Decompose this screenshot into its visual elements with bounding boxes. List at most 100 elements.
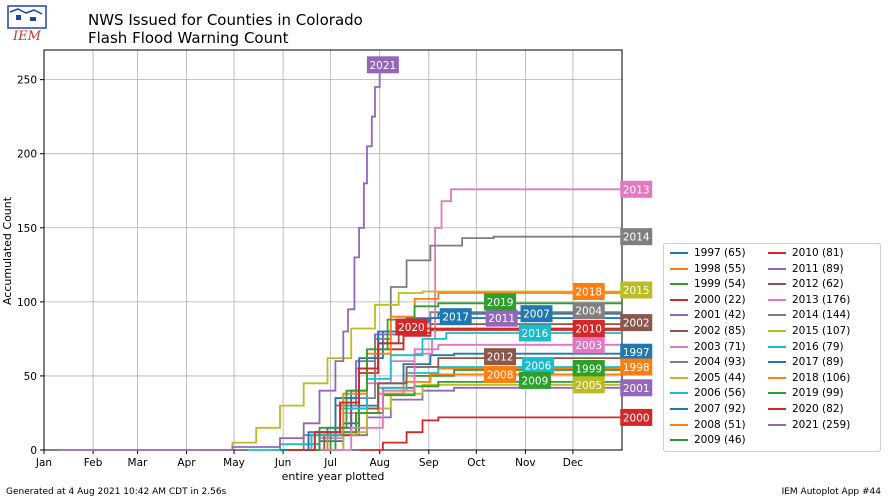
series-end-labels: 1997 1998 1999 2000 2001 2002 2003 2004 2005 2006… xyxy=(366,56,653,426)
legend-label: 2005 (44) xyxy=(694,371,746,384)
series-lines xyxy=(58,66,622,451)
legend-item: 2001 (42) xyxy=(670,309,746,321)
chart-title-line1: NWS Issued for Counties in Colorado xyxy=(88,11,363,29)
legend-swatch xyxy=(670,392,688,395)
chart-title-line2: Flash Flood Warning Count xyxy=(88,29,289,47)
series-line-2016 xyxy=(280,332,622,451)
legend-swatch xyxy=(768,330,786,332)
series-label-box xyxy=(522,357,555,375)
legend-swatch xyxy=(768,345,786,348)
legend-item: 2021 (259) xyxy=(768,419,850,431)
series-label-2010: 2010 xyxy=(572,320,605,338)
series-label-2018: 2018 xyxy=(572,282,605,300)
legend-label: 2015 (107) xyxy=(792,325,851,337)
legend-item: 2005 (44) xyxy=(670,372,746,384)
series-label-text: 2012 xyxy=(487,352,514,364)
series-label-box xyxy=(518,371,551,389)
series-label-box xyxy=(572,376,605,394)
series-label-box xyxy=(620,180,653,198)
series-label-text: 1999 xyxy=(575,364,602,376)
legend-item: 2011 (89) xyxy=(768,263,844,275)
legend-swatch xyxy=(670,298,688,301)
legend-label: 1999 (54) xyxy=(694,278,746,291)
series-label-box xyxy=(572,282,605,300)
legend-item: 2016 (79) xyxy=(768,341,844,353)
legend-swatch xyxy=(670,439,688,442)
series-label-text: 2016 xyxy=(522,328,549,340)
legend-item: 2014 (144) xyxy=(768,309,850,321)
series-label-2014: 2014 xyxy=(620,228,653,246)
legend-swatch xyxy=(670,408,688,410)
legend-item: 2018 (106) xyxy=(768,372,850,384)
legend-label: 2020 (82) xyxy=(792,403,844,415)
series-label-text: 2006 xyxy=(525,361,552,373)
legend-label: 2016 (79) xyxy=(792,340,844,353)
legend-swatch xyxy=(670,314,688,317)
generated-timestamp: Generated at 4 Aug 2021 10:42 AM CDT in … xyxy=(6,487,227,497)
legend-item: 2007 (92) xyxy=(670,403,746,415)
legend-swatch xyxy=(670,330,688,332)
legend-label: 2017 (89) xyxy=(792,356,844,369)
legend-label: 2010 (81) xyxy=(792,247,844,259)
legend-item: 2004 (93) xyxy=(670,356,746,368)
legend-label: 2013 (176) xyxy=(792,293,851,306)
series-label-text: 2017 xyxy=(442,312,469,324)
series-label-2013: 2013 xyxy=(620,180,653,198)
y-tick-label: 0 xyxy=(30,445,37,457)
x-tick-label: May xyxy=(223,457,245,469)
series-label-text: 2009 xyxy=(522,375,549,387)
x-tick-label: Feb xyxy=(84,457,103,469)
x-axis-label: entire year plotted xyxy=(282,470,385,483)
legend-label: 2000 (22) xyxy=(694,293,746,306)
series-label-box xyxy=(572,302,605,320)
legend-swatch xyxy=(768,252,786,254)
series-label-text: 2020 xyxy=(398,322,425,334)
series-label-text: 1998 xyxy=(623,362,650,374)
y-tick-label: 250 xyxy=(17,75,37,87)
series-label-1999: 1999 xyxy=(572,360,605,378)
series-label-2011: 2011 xyxy=(485,309,518,327)
legend-swatch xyxy=(768,392,786,395)
legend-item: 2002 (85) xyxy=(670,325,746,337)
series-label-text: 2021 xyxy=(370,60,397,72)
legend-label: 2004 (93) xyxy=(694,356,746,369)
series-label-2020: 2020 xyxy=(395,318,428,336)
series-label-text: 2002 xyxy=(623,318,650,330)
series-label-box xyxy=(620,314,653,332)
legend-item: 2003 (71) xyxy=(670,341,746,353)
legend-swatch xyxy=(670,267,688,270)
series-label-box xyxy=(485,309,518,327)
series-label-text: 2003 xyxy=(575,340,602,352)
series-label-text: 2004 xyxy=(575,306,602,318)
legend-item: 2010 (81) xyxy=(768,247,844,259)
series-line-2015 xyxy=(200,290,622,451)
series-line-2013 xyxy=(319,188,622,451)
app-id: IEM Autoplot App #44 xyxy=(781,487,881,497)
series-line-2012 xyxy=(295,357,622,451)
series-label-2004: 2004 xyxy=(572,302,605,320)
series-label-box xyxy=(520,305,553,323)
legend-swatch xyxy=(768,376,786,379)
series-label-box xyxy=(484,365,517,383)
series-label-box xyxy=(366,56,399,74)
series-label-box xyxy=(620,228,653,246)
legend-item: 2006 (56) xyxy=(670,387,746,399)
legend-swatch xyxy=(670,283,688,286)
y-tick-label: 50 xyxy=(24,371,37,383)
series-label-2001: 2001 xyxy=(620,379,653,397)
legend-label: 2003 (71) xyxy=(694,340,746,353)
series-label-box xyxy=(518,324,551,342)
series-label-box xyxy=(439,308,472,326)
legend-label: 2008 (51) xyxy=(694,418,746,431)
legend-swatch xyxy=(768,423,786,426)
series-label-box xyxy=(620,408,653,426)
series-label-box xyxy=(484,293,517,311)
legend-item: 1997 (65) xyxy=(670,247,746,259)
series-label-2021: 2021 xyxy=(366,56,399,74)
legend-label: 2021 (259) xyxy=(792,418,851,431)
legend-swatch xyxy=(768,267,786,270)
legend-item: 2015 (107) xyxy=(768,325,850,337)
series-label-2009: 2009 xyxy=(518,371,551,389)
legend-label: 2011 (89) xyxy=(792,262,844,275)
series-label-2003: 2003 xyxy=(572,336,605,354)
